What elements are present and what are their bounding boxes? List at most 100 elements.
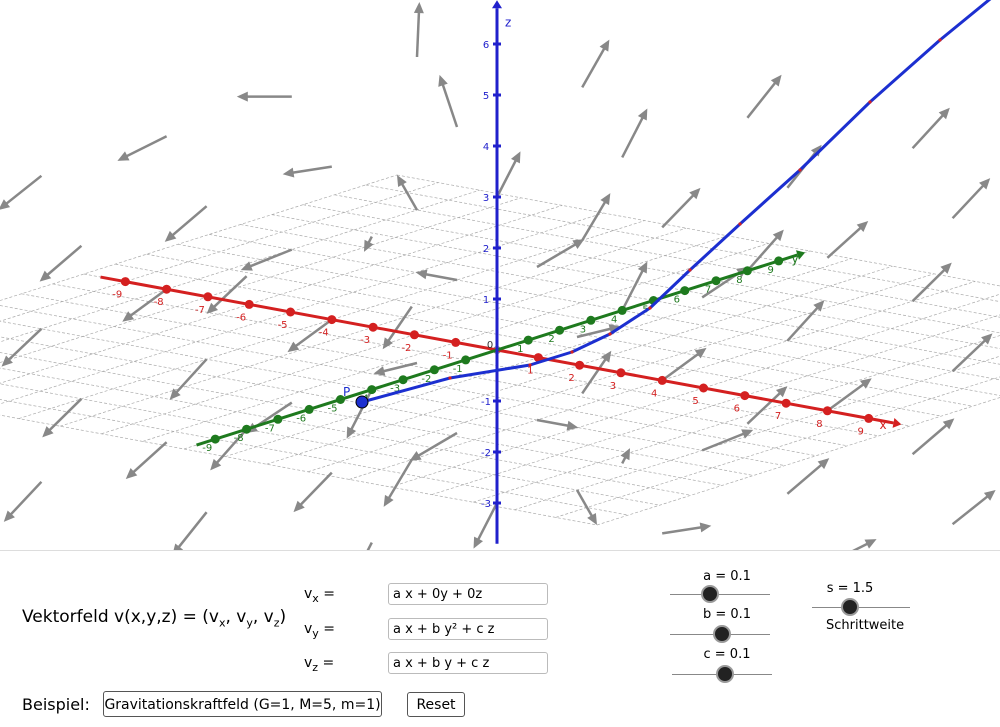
trajectory-dot: [938, 38, 941, 41]
field-arrow-head: [700, 523, 712, 533]
grid-line: [0, 190, 480, 388]
input-vz[interactable]: a x + b y + c z: [388, 652, 548, 674]
field-arrow-head: [567, 421, 579, 431]
slider-track: [812, 607, 910, 608]
z-axis-arrow: [492, 0, 502, 8]
field-arrow-head: [122, 311, 134, 322]
field-arrow: [537, 420, 570, 426]
y-tick: [743, 266, 752, 275]
grid-line: [0, 183, 438, 381]
slider-knob[interactable]: [841, 598, 859, 616]
field-arrow: [48, 399, 81, 432]
input-vy[interactable]: a x + b y² + c z: [388, 618, 548, 640]
y-tick-label: -5: [328, 404, 338, 415]
x-tick-label: -1: [443, 350, 453, 361]
grid-line: [272, 215, 1000, 367]
x-tick-label: 4: [651, 388, 657, 399]
field-arrow: [291, 167, 332, 173]
x-tick-label: 9: [858, 426, 864, 437]
equals: =: [323, 586, 335, 602]
y-tick: [680, 286, 689, 295]
trajectory-dot: [570, 350, 573, 353]
input-label: vy =: [304, 621, 335, 640]
y-tick-label: 9: [768, 265, 774, 276]
z-tick-label: -3: [481, 499, 491, 510]
x-tick-label: 2: [568, 373, 574, 384]
input-vx[interactable]: a x + 0y + 0z: [388, 583, 548, 605]
x-tick-label: -2: [401, 343, 411, 354]
slider-label: b = 0.1: [677, 607, 777, 622]
point-label: P: [343, 385, 350, 399]
y-tick-label: 1: [517, 344, 523, 355]
slider-label: a = 0.1: [677, 569, 777, 584]
field-arrow: [9, 482, 41, 516]
field-arrow: [401, 182, 417, 210]
field-arrow: [827, 383, 865, 411]
field-arrow: [913, 424, 949, 455]
slider-knob[interactable]: [701, 585, 719, 603]
trajectory-dot: [868, 100, 871, 103]
field-arrow: [953, 184, 985, 218]
x-tick: [575, 361, 584, 370]
label-sub: z: [312, 661, 318, 674]
field-arrow-head: [237, 92, 248, 102]
input-label: vz =: [304, 655, 334, 674]
y-tick-label: -6: [296, 413, 306, 424]
field-arrow: [662, 353, 700, 381]
y-tick-label: 2: [548, 334, 554, 345]
example-select[interactable]: Gravitationskraftfeld (G=1, M=5, m=1): [103, 691, 382, 717]
x-tick-label: 3: [610, 381, 616, 392]
field-arrow-head: [414, 2, 424, 13]
x-tick-label: -6: [236, 312, 246, 323]
equals: =: [323, 621, 335, 637]
field-arrow: [248, 250, 292, 268]
field-arrow-head: [416, 269, 428, 279]
y-tick: [586, 316, 595, 325]
slider-label: s = 1.5: [800, 581, 900, 596]
field-arrow: [582, 357, 607, 393]
field-arrow: [46, 246, 82, 277]
field-arrow: [350, 543, 371, 550]
x-tick-label: 8: [816, 419, 822, 430]
field-arrow: [177, 512, 206, 549]
grid-line: [209, 234, 1000, 386]
y-tick: [712, 276, 721, 285]
trajectory-dot: [798, 168, 801, 171]
x-tick-label: 7: [775, 411, 781, 422]
x-tick: [658, 376, 667, 385]
z-tick-label: -2: [481, 448, 491, 459]
field-arrow: [747, 81, 776, 118]
field-arrow: [299, 473, 332, 507]
grid-line: [334, 195, 1000, 347]
x-axis-arrow: [893, 418, 902, 428]
field-arrow: [577, 490, 593, 518]
y-tick-label: -8: [234, 433, 244, 444]
label-sub: x: [312, 592, 319, 605]
x-tick: [451, 338, 460, 347]
z-tick-label: 4: [483, 142, 489, 153]
x-tick-label: -9: [112, 290, 122, 301]
equals: =: [323, 655, 335, 671]
field-arrow: [953, 339, 987, 371]
x-tick: [245, 300, 254, 309]
origin-label: 0: [487, 340, 493, 351]
slider-label: c = 0.1: [677, 647, 777, 662]
field-arrow: [582, 200, 606, 240]
field-arrow: [132, 442, 167, 473]
x-tick-label: -7: [195, 305, 205, 316]
field-arrow-head: [283, 168, 295, 178]
slider-knob[interactable]: [716, 665, 734, 683]
x-tick: [699, 384, 708, 393]
x-axis-label: x: [879, 418, 886, 432]
graphics-3d: -9-8-7-6-5-4-3-2-1123456789x-9-8-7-6-5-4…: [0, 0, 1000, 550]
x-tick-label: 5: [692, 396, 698, 407]
field-arrow: [953, 495, 990, 524]
trajectory-dot: [448, 376, 451, 379]
x-tick-label: 1: [527, 366, 533, 377]
reset-button[interactable]: Reset: [407, 692, 465, 717]
field-arrow: [582, 47, 605, 88]
z-tick-label: 3: [483, 193, 489, 204]
grid-line: [597, 327, 1000, 525]
slider-knob[interactable]: [713, 625, 731, 643]
